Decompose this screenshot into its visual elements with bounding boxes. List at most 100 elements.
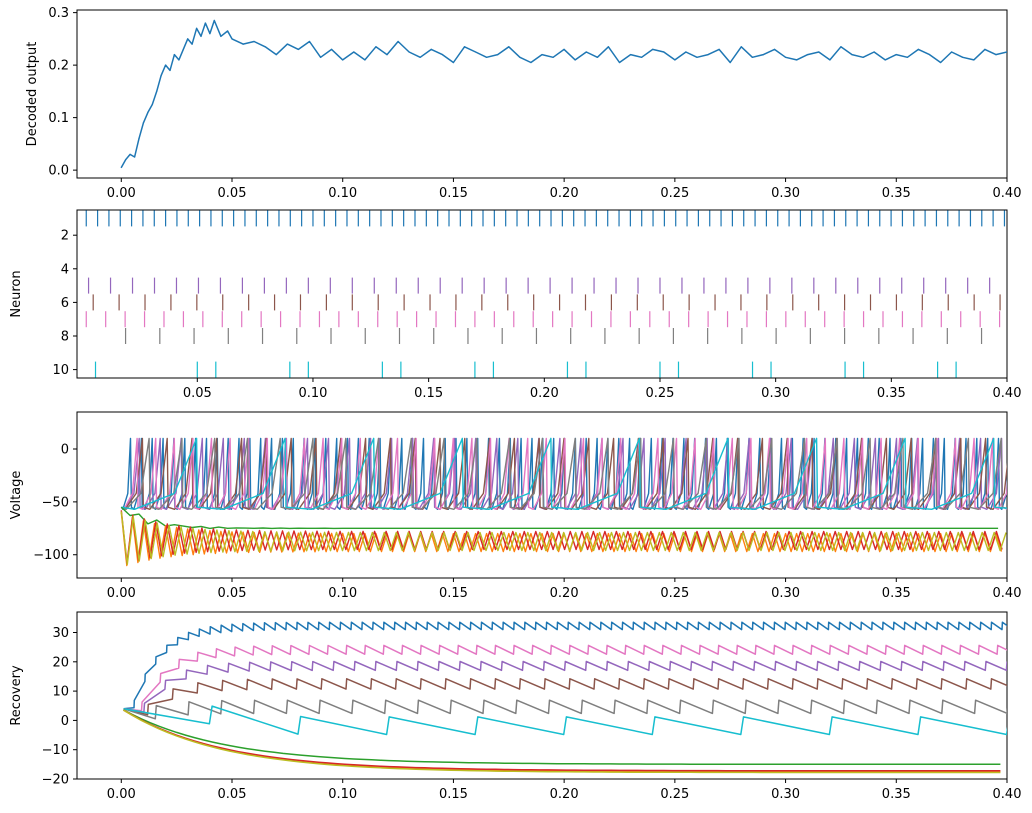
decoded-output-point — [928, 54, 931, 56]
decoded-output-point — [173, 54, 175, 56]
decoded-output-point — [973, 59, 975, 61]
decoded-output-point — [231, 38, 233, 40]
x-tick-label: 0.05 — [218, 586, 247, 601]
voltage-trace — [121, 437, 1007, 510]
decoded-output-point — [178, 59, 180, 61]
x-tick-label: 0.35 — [882, 586, 911, 601]
y-tick-label: −20 — [42, 773, 69, 788]
decoded-output-point — [962, 56, 964, 58]
decoded-output-panel: 0.00 0.05 0.10 0.15 0.20 0.25 0.30 0.35 0.40 0.0 0… — [25, 6, 1021, 201]
x-tick-label: 0.05 — [218, 787, 247, 802]
y-axis-label: Voltage — [9, 471, 24, 520]
x-tick-label: 0.20 — [550, 186, 579, 201]
decoded-output-point — [840, 46, 842, 48]
decoded-output-point — [751, 56, 754, 58]
decoded-output-point — [984, 48, 986, 51]
voltage-trace — [120, 437, 1007, 510]
decoded-output-point — [200, 35, 202, 37]
axes-frame — [76, 411, 1008, 579]
decoded-output-point — [204, 22, 206, 24]
y-tick-label: 0 — [61, 714, 69, 729]
y-tick-label: 0.3 — [48, 6, 69, 21]
decoded-output-point — [386, 54, 388, 56]
decoded-output-point — [242, 43, 244, 45]
x-tick-label: 0.30 — [771, 586, 800, 601]
decoded-output-point — [607, 46, 610, 48]
y-tick-label: 0.1 — [48, 111, 69, 126]
decoded-output-point — [320, 56, 322, 58]
decoded-output-point — [142, 122, 144, 124]
decoded-output-point — [740, 46, 742, 48]
axes-frame — [76, 611, 1008, 780]
y-tick-label: −50 — [42, 495, 69, 510]
x-tick-label: 0.35 — [882, 186, 911, 201]
decoded-output-point — [160, 75, 162, 77]
x-tick-label: 0.05 — [218, 186, 247, 201]
x-tick-label: 0.30 — [771, 787, 800, 802]
decoded-output-point — [182, 48, 184, 51]
x-tick-label: 0.40 — [993, 186, 1022, 201]
decoded-output-point — [851, 54, 853, 56]
recovery-trace — [123, 709, 1001, 772]
decoded-output-point — [275, 54, 277, 56]
y-axis-label: Recovery — [9, 665, 24, 726]
plot-area — [123, 621, 1007, 774]
recovery-trace — [123, 709, 1001, 774]
x-tick-label: 0.25 — [646, 386, 675, 401]
decoded-output-point — [940, 61, 942, 64]
y-tick-label: 4 — [61, 262, 69, 277]
decoded-output-point — [552, 56, 554, 58]
decoded-output-point — [187, 38, 189, 40]
x-tick-label: 0.40 — [993, 787, 1022, 802]
decoded-output-point — [497, 54, 499, 56]
decoded-output-point — [353, 51, 355, 53]
decoded-output-point — [156, 90, 158, 92]
plot-area — [85, 210, 1006, 378]
decoded-output-point — [441, 54, 443, 56]
decoded-output-point — [674, 59, 676, 61]
decoded-output-point — [884, 59, 886, 61]
x-tick-label: 0.30 — [771, 186, 800, 201]
y-tick-label: 0.2 — [48, 59, 69, 74]
decoded-output-point — [475, 51, 477, 53]
decoded-output-point — [652, 48, 654, 51]
decoded-output-point — [530, 61, 532, 64]
decoded-output-point — [452, 61, 454, 64]
y-tick-label: −100 — [33, 548, 69, 563]
x-tick-label: 0.25 — [660, 186, 689, 201]
voltage-trace — [120, 437, 1007, 510]
y-tick-label: 10 — [52, 363, 69, 378]
decoded-output-point — [253, 40, 255, 43]
decoded-output-point — [707, 54, 709, 56]
decoded-output-point — [862, 56, 864, 58]
decoded-output-point — [951, 51, 953, 53]
decoded-output-point — [796, 59, 798, 61]
decoded-output-point — [596, 56, 599, 58]
x-tick-label: 0.15 — [439, 186, 468, 201]
decoded-output-point — [147, 111, 149, 113]
decoded-output-point — [895, 54, 897, 56]
decoded-output-point — [297, 48, 299, 51]
x-tick-label: 0.40 — [993, 586, 1022, 601]
voltage-trace — [120, 511, 1007, 566]
decoded-output-point — [165, 64, 167, 66]
decoded-output-point — [906, 56, 909, 58]
y-tick-label: 20 — [52, 655, 69, 670]
recovery-trace — [123, 709, 1001, 766]
decoded-output-point — [807, 54, 809, 56]
x-tick-label: 0.10 — [328, 186, 357, 201]
decoded-output-point — [641, 56, 643, 58]
x-tick-label: 0.15 — [414, 386, 443, 401]
recovery-trace — [123, 621, 1007, 710]
decoded-output-point — [663, 51, 665, 53]
decoded-output-point — [342, 59, 344, 61]
decoded-output-point — [762, 54, 765, 56]
recovery-trace — [123, 705, 1007, 736]
x-tick-label: 0.10 — [328, 787, 357, 802]
x-tick-label: 0.10 — [298, 386, 327, 401]
decoded-output-point — [125, 159, 127, 161]
decoded-output-point — [209, 33, 211, 35]
x-tick-label: 0.00 — [107, 787, 136, 802]
decoded-output-point — [785, 56, 787, 58]
decoded-output-point — [718, 48, 720, 51]
